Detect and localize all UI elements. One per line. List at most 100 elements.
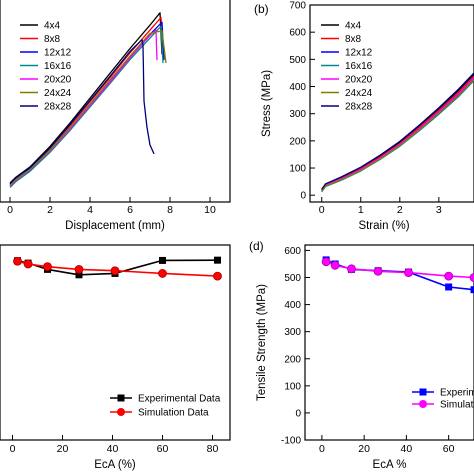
panel-3-ytick-label: 100 (284, 381, 301, 392)
panel-0-legend-3-label: 16x16 (44, 61, 72, 72)
panel-2: 0 20 40 60 80 EcA (%) Experimental Data Simulat… (0, 244, 231, 471)
panel-3-xlabel: EcA % (373, 459, 407, 471)
panel-3-plot (321, 256, 474, 294)
panel-0-plot (9, 12, 167, 188)
panel-2-legend-0-marker (117, 394, 125, 402)
panel-2-plot (13, 256, 222, 281)
panel-1-xtick-label: 3 (436, 204, 442, 216)
panel-1-frame (309, 4, 474, 203)
panel-3: 0 20 40 60 -100 0 100 200 300 400 500 600 EcA % Tensi… (249, 239, 474, 471)
panel-1-plot (321, 72, 474, 193)
panel-2-series-1-point (110, 266, 120, 276)
panel-1-legend-3-label: 16x16 (345, 61, 373, 72)
panel-3-legend-0-label: Experim (440, 388, 474, 399)
panel-2-xtick-label: 40 (107, 443, 119, 455)
panel-1-ytick-label: 300 (289, 109, 306, 120)
panel-2-series-1-point (213, 271, 222, 281)
panel-2-series-1-point (43, 262, 52, 272)
panel-2-series-1-point (23, 259, 33, 269)
panel-0-legend-5-label: 24x24 (44, 88, 72, 99)
panel-1-xtick-label: 0 (319, 204, 325, 216)
panel-1: 0 1 2 3 0 100 200 300 400 500 600 700 Strain (%) Stre… (254, 1, 474, 232)
panel-1-xtick-label: 2 (397, 204, 403, 216)
panel-0-legend-6-label: 28x28 (44, 102, 72, 113)
panel-3-series-1-point (373, 266, 383, 276)
panel-3-xtick-label: 60 (443, 443, 455, 455)
panel-3-ytick-label: -100 (281, 436, 301, 447)
panel-3-ytick-label: 300 (284, 327, 301, 338)
panel-3-xtick-label: 20 (358, 443, 370, 455)
panel-3-ytick-label: 200 (284, 354, 301, 365)
panel-0-xlabel: Displacement (mm) (65, 220, 165, 232)
panel-0-series-3-line (9, 25, 164, 188)
panel-0-xtick-label: 6 (127, 204, 133, 216)
panel-2-legend-1-label: Simulation Data (138, 408, 209, 419)
panel-3-ytick-label: 600 (284, 246, 301, 257)
panel-0-frame (0, 0, 231, 203)
panel-1-ytick-label: 0 (300, 191, 306, 202)
panel-0-legend-4-label: 20x20 (44, 75, 72, 86)
panel-1-legend-6-label: 28x28 (345, 102, 373, 113)
panel-3-legend-1-label: Simulat (440, 400, 474, 411)
panel-0-xtick-label: 0 (7, 204, 13, 216)
panel-3-ylabel: Tensile Strength (MPa) (256, 284, 268, 401)
panel-2-legend-0-label: Experimental Data (138, 394, 221, 405)
panel-0-xtick-label: 8 (167, 204, 173, 216)
panel-3-series-1-point (404, 268, 413, 278)
panel-1-xtick-label: 1 (358, 204, 364, 216)
panel-1-xlabel: Strain (%) (358, 220, 409, 232)
panel-3-series-1-point (347, 264, 356, 274)
panel-2-xtick-label: 0 (10, 443, 16, 455)
panel-3-series-1-point (321, 257, 331, 267)
panel-3-ytick-label: 0 (295, 408, 301, 419)
panel-3-series-0-point (470, 286, 474, 294)
panel-2-frame (0, 244, 231, 441)
panel-2-xtick-label: 20 (57, 443, 69, 455)
panel-1-label: (b) (254, 2, 269, 16)
panel-2-legend-1-marker (117, 408, 125, 416)
panel-2-series-0-point (214, 256, 221, 264)
panel-0-series-6-line (9, 39, 155, 185)
panel-3-series-1-point (469, 273, 474, 282)
panel-2-series-1-point (13, 256, 22, 266)
panel-1-ytick-label: 600 (289, 28, 306, 39)
panel-0-xtick-label: 4 (87, 204, 93, 216)
panel-1-legend-2-label: 12x12 (345, 48, 373, 59)
panel-0-legend-2-label: 12x12 (44, 48, 72, 59)
panel-2-series-0-point (159, 256, 166, 264)
panel-0-legend-1-label: 8x8 (44, 34, 61, 45)
panel-1-ytick-label: 700 (289, 1, 306, 12)
panel-0-series-5-line (9, 30, 167, 186)
panel-3-series-1-point (444, 271, 454, 281)
panel-0-series-0-line (9, 12, 163, 184)
panel-2-xtick-label: 60 (157, 443, 169, 455)
panel-3-frame (304, 244, 474, 441)
panel-1-ytick-label: 200 (289, 136, 306, 147)
panel-1-ylabel: Stress (MPa) (261, 70, 273, 137)
panel-0-legend-0-label: 4x4 (44, 21, 61, 32)
panel-1-legend-4-label: 20x20 (345, 75, 373, 86)
panel-0: 0 2 4 6 8 10 Displacement (mm) 4x4 8x8 12x12 16x16… (0, 0, 231, 232)
panel-2-series-0-point (75, 271, 83, 279)
panel-3-series-0-point (445, 283, 453, 291)
panel-1-ytick-label: 500 (289, 55, 306, 66)
panel-1-legend-0-label: 4x4 (345, 21, 362, 32)
panel-2-xtick-label: 80 (207, 443, 219, 455)
panel-3-legend-1-marker (419, 400, 427, 408)
panel-2-series-1-point (74, 264, 84, 274)
panel-3-label: (d) (249, 239, 264, 253)
panel-3-ytick-label: 400 (284, 300, 301, 311)
panel-0-series-1-line (9, 16, 164, 185)
panel-0-xtick-label: 10 (204, 204, 216, 216)
panel-3-xtick-label: 40 (401, 443, 413, 455)
panel-3-ytick-label: 500 (284, 273, 301, 284)
panel-3-xtick-label: 0 (319, 443, 325, 455)
panel-1-ytick-label: 100 (289, 164, 306, 175)
panel-1-legend-5-label: 24x24 (345, 88, 373, 99)
panel-3-legend-0-marker (419, 388, 427, 396)
panel-1-series-5-line (321, 79, 474, 192)
panel-2-xlabel: EcA (%) (94, 459, 136, 471)
panel-3-series-1-point (330, 260, 340, 270)
panel-1-series-6-line (321, 72, 474, 190)
